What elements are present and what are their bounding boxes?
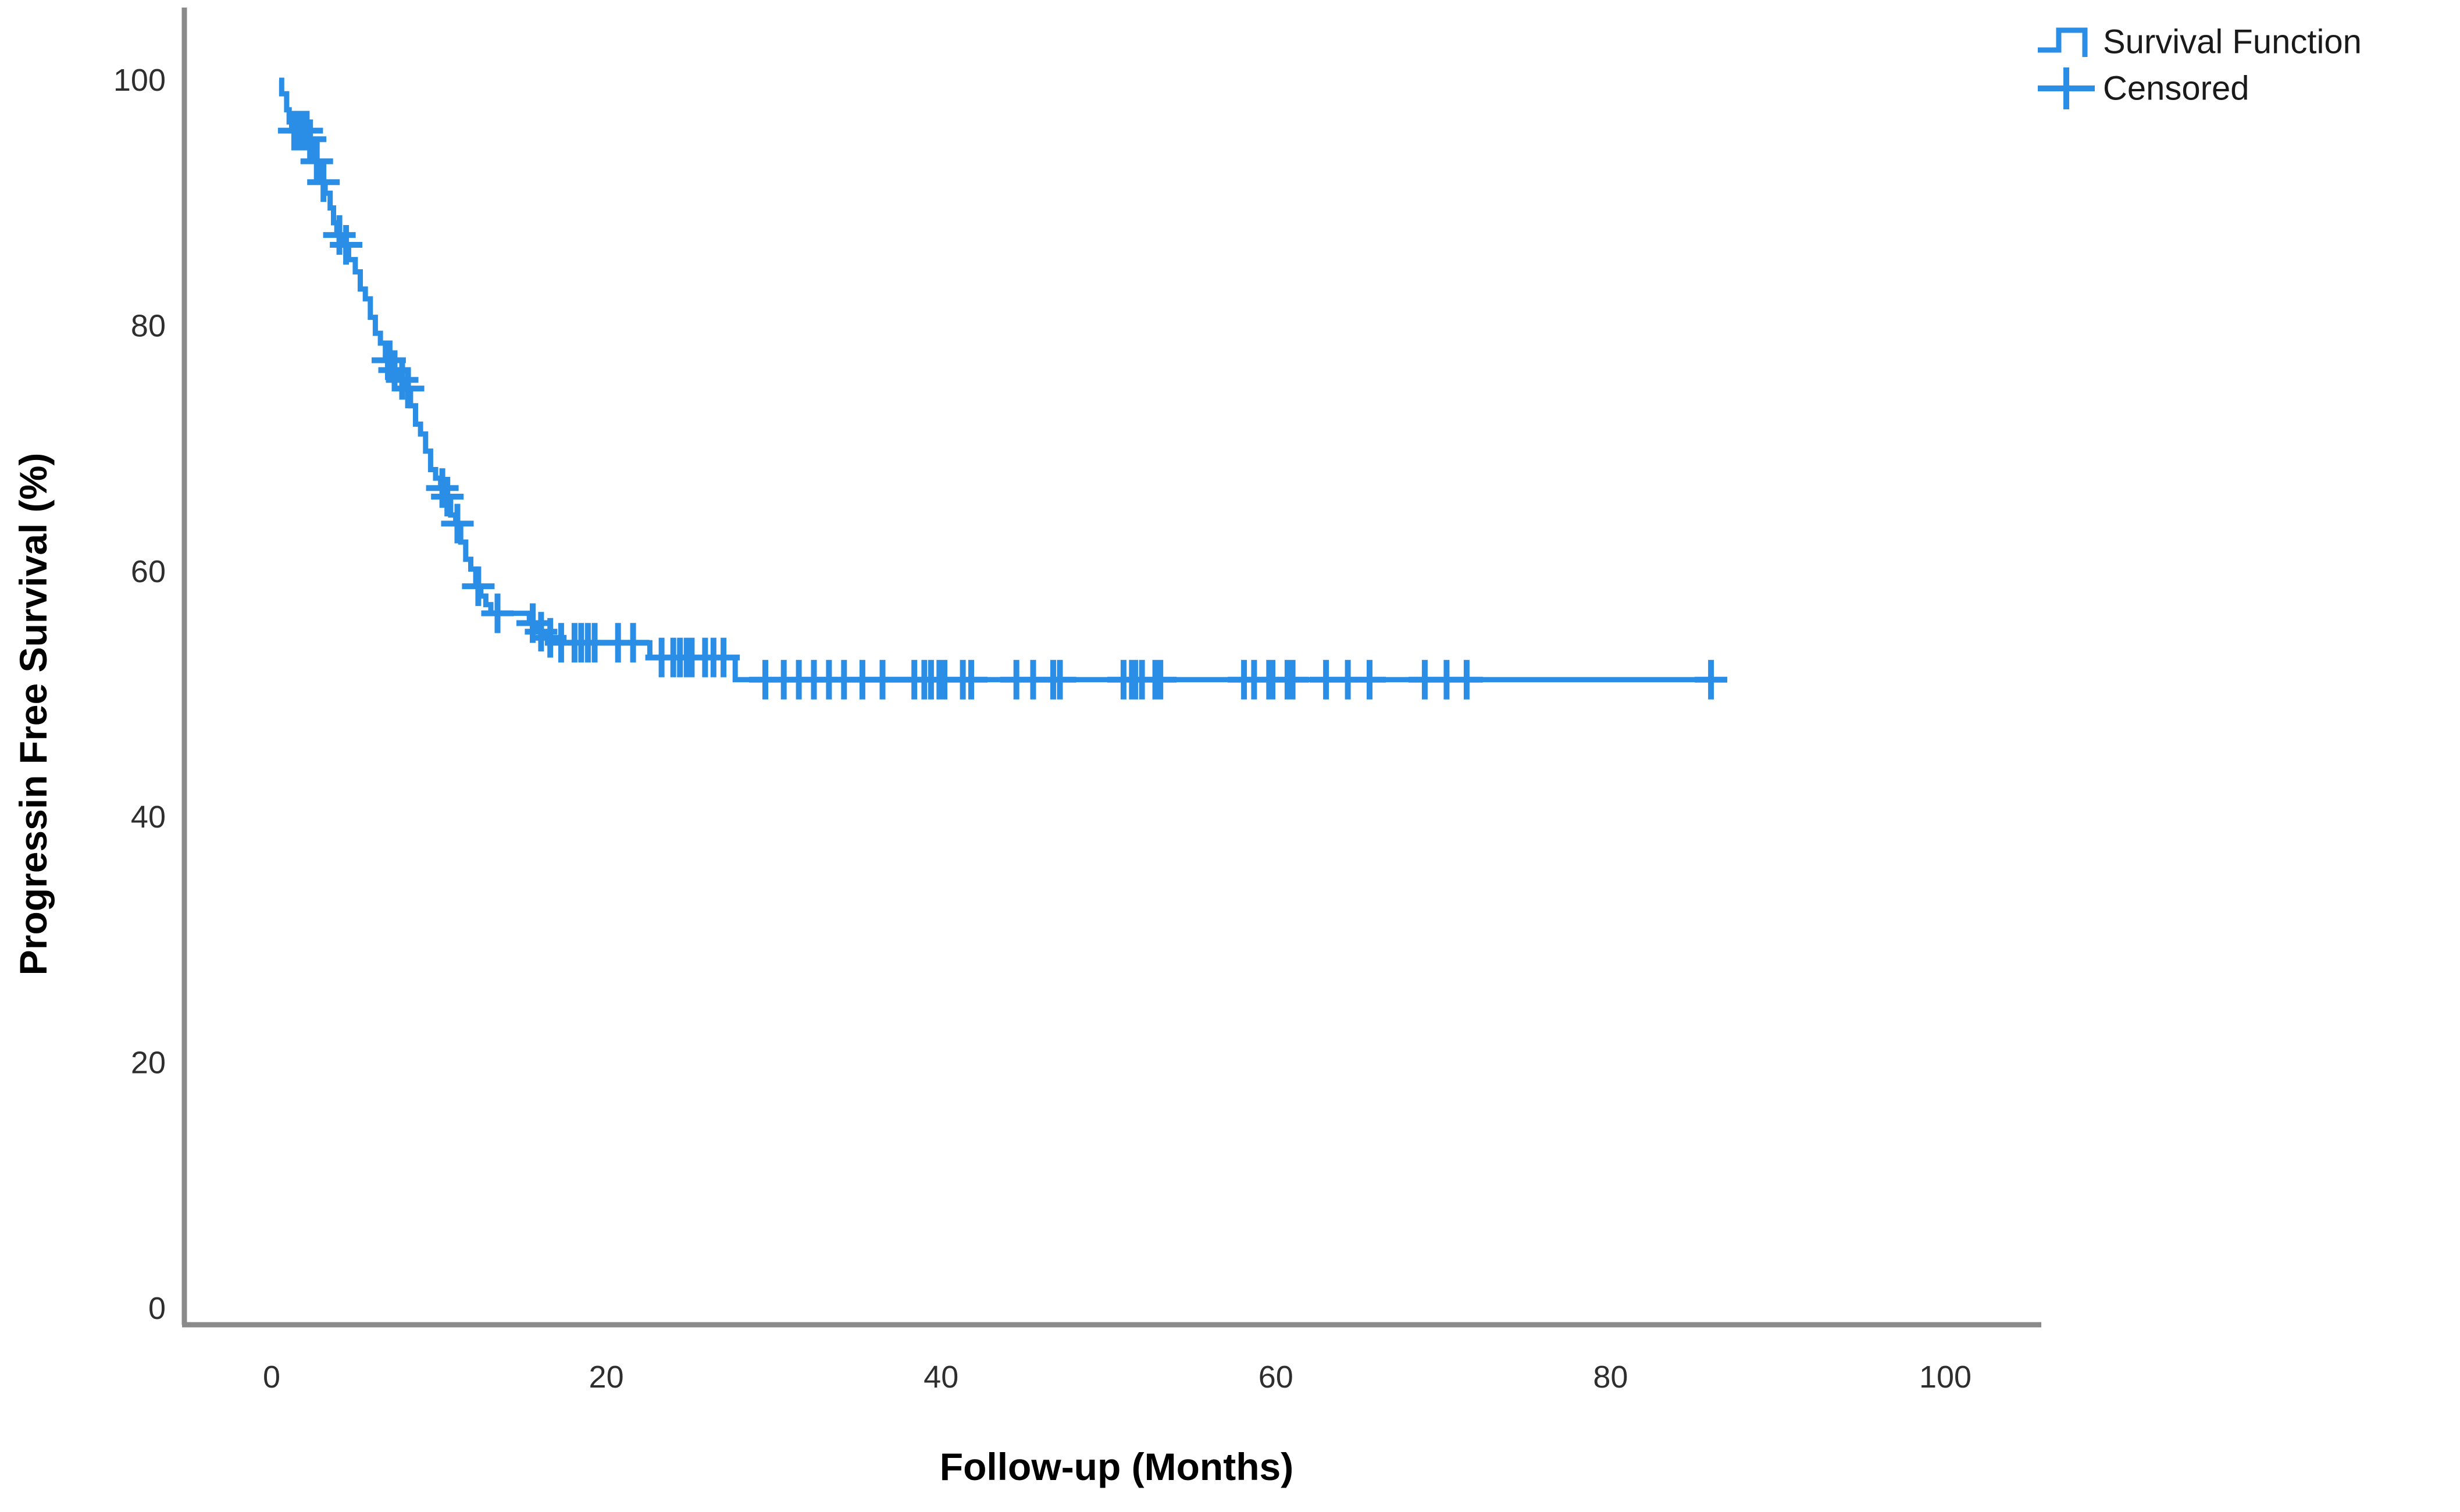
x-tick-label-40: 40 [924, 1360, 958, 1395]
censored-marks [277, 110, 1728, 700]
legend-survival-function-label: Survival Function [2103, 23, 2362, 61]
legend-censored-label: Censored [2103, 70, 2249, 108]
survival-function-curve [279, 77, 1712, 683]
x-tick-label-100: 100 [1919, 1360, 1971, 1395]
legend-step-line-icon [2038, 27, 2088, 57]
y-tick-label-40: 40 [131, 800, 166, 835]
y-tick-labels: 100 80 60 40 20 0 [113, 63, 166, 1326]
y-tick-label-60: 60 [131, 554, 166, 589]
x-axis-title: Follow-up (Months) [940, 1445, 1293, 1488]
legend: Survival Function Censored [2038, 23, 2362, 109]
x-tick-label-20: 20 [589, 1360, 624, 1395]
y-tick-label-80: 80 [131, 308, 166, 343]
x-tick-labels: 0 20 40 60 80 100 [263, 1360, 1971, 1395]
y-axis-title: Progressin Free Survival (%) [12, 453, 55, 976]
x-tick-label-0: 0 [263, 1360, 280, 1395]
y-tick-label-100: 100 [113, 63, 166, 98]
legend-censored-plus-icon [2038, 67, 2095, 109]
x-tick-label-60: 60 [1258, 1360, 1293, 1395]
y-tick-label-0: 0 [148, 1291, 166, 1326]
axes [181, 8, 2041, 1328]
y-tick-label-20: 20 [131, 1046, 166, 1080]
x-tick-label-80: 80 [1593, 1360, 1628, 1395]
